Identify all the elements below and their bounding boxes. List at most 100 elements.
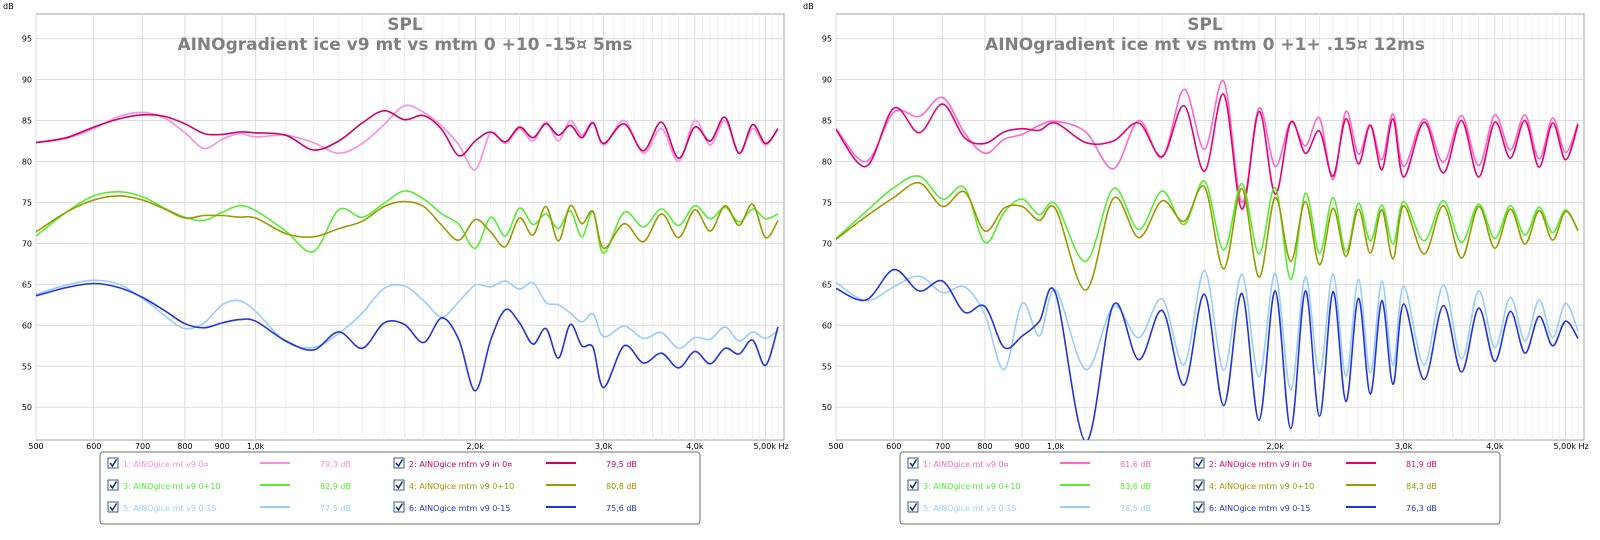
legend-checkbox-2[interactable] xyxy=(393,457,405,469)
x-tick-label: 5,00k Hz xyxy=(1554,442,1589,451)
y-axis-ticks: 95 90 85 80 75 70 65 60 55 50 xyxy=(822,35,832,413)
legend-label: 2: AINOgice mtm v9 in 0¤ xyxy=(409,460,512,469)
y-tick-label: 95 xyxy=(822,35,832,44)
legend-value: 81,6 dB xyxy=(1120,460,1151,469)
grid-lines xyxy=(35,14,784,440)
y-tick-label: 50 xyxy=(822,403,832,412)
check-mark-icon xyxy=(109,481,118,490)
legend-label: 1: AINOgice mt v9 0¤ xyxy=(123,460,209,469)
checkbox-box[interactable] xyxy=(393,457,405,469)
series-line-1 xyxy=(836,80,1579,204)
check-mark-icon xyxy=(909,503,918,512)
y-axis-ticks: 95 90 85 80 75 70 65 60 55 50 xyxy=(22,35,32,413)
chart-subtitle: AINOgradient ice mt vs mtm 0 +1+ .15¤ 12… xyxy=(985,35,1425,55)
legend-entry-6: 6: AINOgice mtm v9 0-15 76,3 dB xyxy=(1193,501,1437,513)
x-tick-label: 900 xyxy=(215,442,230,451)
x-tick-label: 2,0k xyxy=(1267,442,1285,451)
legend-value: 75,6 dB xyxy=(606,504,637,513)
legend-checkbox-3[interactable] xyxy=(107,479,119,491)
x-tick-label: 900 xyxy=(1015,442,1030,451)
series-line-2 xyxy=(836,93,1579,210)
legend-checkbox-6[interactable] xyxy=(393,501,405,513)
legend-checkbox-4[interactable] xyxy=(393,479,405,491)
checkbox-box[interactable] xyxy=(1193,479,1205,491)
legend-label: 5: AINOgice mt v9 0-15 xyxy=(923,504,1017,513)
legend-entry-5: 5: AINOgice mt v9 0-15 78,5 dB xyxy=(907,501,1151,513)
y-tick-label: 80 xyxy=(822,157,832,166)
legend-entry-2: 2: AINOgice mtm v9 in 0¤ 81,9 dB xyxy=(1193,457,1437,469)
x-tick-label: 3,0k xyxy=(595,442,613,451)
legend-label: 6: AINOgice mtm v9 0-15 xyxy=(409,504,510,513)
checkbox-box[interactable] xyxy=(907,457,919,469)
checkbox-box[interactable] xyxy=(107,501,119,513)
x-tick-label: 1,0k xyxy=(1047,442,1065,451)
plot-area xyxy=(35,13,785,441)
checkbox-box[interactable] xyxy=(1193,501,1205,513)
legend-checkbox-3[interactable] xyxy=(907,479,919,491)
legend-value: 84,3 dB xyxy=(1406,482,1437,491)
legend-value: 80,8 dB xyxy=(606,482,637,491)
legend-checkbox-1[interactable] xyxy=(107,457,119,469)
series-curves xyxy=(836,80,1579,440)
checkbox-box[interactable] xyxy=(107,457,119,469)
legend-checkbox-5[interactable] xyxy=(907,501,919,513)
legend-label: 2: AINOgice mtm v9 in 0¤ xyxy=(1209,460,1312,469)
legend-checkbox-1[interactable] xyxy=(907,457,919,469)
x-tick-label: 500 xyxy=(828,442,843,451)
x-axis-ticks: 500 600 700 800 900 1,0k 2,0k 3,0k 4,0k 5,00k Hz xyxy=(828,442,1588,451)
y-tick-label: 85 xyxy=(822,117,832,126)
x-tick-label: 700 xyxy=(135,442,150,451)
legend-checkbox-4[interactable] xyxy=(1193,479,1205,491)
legend-value: 77,5 dB xyxy=(320,504,351,513)
series-line-3 xyxy=(36,190,779,254)
x-tick-label: 1,0k xyxy=(247,442,265,451)
checkbox-box[interactable] xyxy=(107,479,119,491)
legend-value: 79,3 dB xyxy=(320,460,351,469)
x-tick-label: 700 xyxy=(935,442,950,451)
y-tick-label: 55 xyxy=(22,362,32,371)
spl-chart-left: 95 90 85 80 75 70 65 60 55 50 500 600 700 800 900 1,0k… xyxy=(3,2,789,525)
legend-entry-2: 2: AINOgice mtm v9 in 0¤ 79,5 dB xyxy=(393,457,637,469)
check-mark-icon xyxy=(1195,459,1204,468)
y-tick-label: 65 xyxy=(822,280,832,289)
check-mark-icon xyxy=(1195,503,1204,512)
y-tick-label: 60 xyxy=(822,321,832,330)
legend-label: 6: AINOgice mtm v9 0-15 xyxy=(1209,504,1310,513)
x-tick-label: 3,0k xyxy=(1395,442,1413,451)
y-tick-label: 70 xyxy=(22,239,32,248)
legend: 1: AINOgice mt v9 0¤ 81,6 dB 2: AINOgice m… xyxy=(899,451,1501,525)
check-mark-icon xyxy=(109,459,118,468)
checkbox-box[interactable] xyxy=(1193,457,1205,469)
legend-checkbox-6[interactable] xyxy=(1193,501,1205,513)
series-line-5 xyxy=(36,279,779,350)
y-tick-label: 60 xyxy=(22,321,32,330)
x-tick-label: 800 xyxy=(177,442,192,451)
check-mark-icon xyxy=(1195,481,1204,490)
series-line-2 xyxy=(36,109,779,159)
y-unit-label: dB xyxy=(3,2,14,11)
legend-label: 4: AINOgice mtm v9 0+10 xyxy=(1209,482,1314,491)
grid-lines xyxy=(835,14,1584,440)
check-mark-icon xyxy=(909,481,918,490)
legend-label: 3: AINOgice mt v9 0+10 xyxy=(123,482,220,491)
y-tick-label: 95 xyxy=(22,35,32,44)
y-tick-label: 75 xyxy=(22,198,32,207)
legend-entry-4: 4: AINOgice mtm v9 0+10 80,8 dB xyxy=(393,479,637,491)
spl-chart-right: 95 90 85 80 75 70 65 60 55 50 500 600 700 800 900 1,0k… xyxy=(803,2,1589,525)
y-tick-label: 75 xyxy=(822,198,832,207)
checkbox-box[interactable] xyxy=(907,479,919,491)
y-tick-label: 70 xyxy=(822,239,832,248)
check-mark-icon xyxy=(395,481,404,490)
series-line-4 xyxy=(36,195,779,250)
chart-title: SPL xyxy=(387,15,423,35)
legend-entry-3: 3: AINOgice mt v9 0+10 83,6 dB xyxy=(907,479,1151,491)
legend-checkbox-5[interactable] xyxy=(107,501,119,513)
checkbox-box[interactable] xyxy=(393,479,405,491)
checkbox-box[interactable] xyxy=(393,501,405,513)
legend-checkbox-2[interactable] xyxy=(1193,457,1205,469)
series-line-1 xyxy=(36,104,779,171)
x-tick-label: 5,00k Hz xyxy=(754,442,789,451)
legend-value: 79,5 dB xyxy=(606,460,637,469)
checkbox-box[interactable] xyxy=(907,501,919,513)
